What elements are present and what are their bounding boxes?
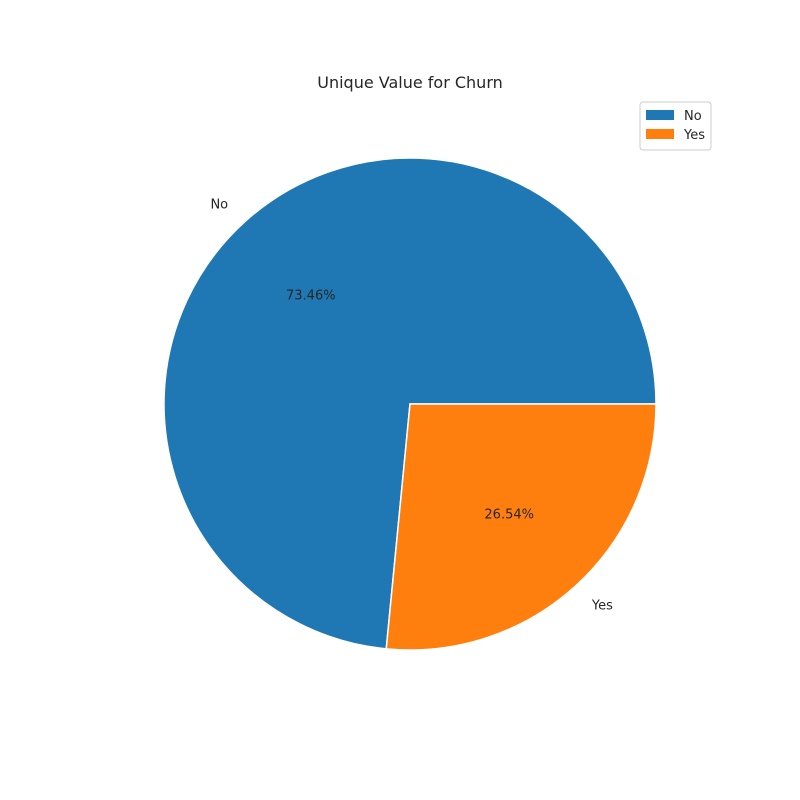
legend-label-no: No (684, 109, 702, 124)
legend-swatch-yes (646, 129, 674, 139)
slice-label-no: No (210, 198, 228, 213)
pie-slice-yes (385, 403, 657, 651)
slice-label-yes: Yes (591, 598, 613, 613)
pie-labels: No 73.46% Yes 26.54% (210, 198, 613, 614)
legend: No Yes (639, 101, 712, 151)
legend-label-yes: Yes (683, 128, 705, 143)
slice-percent-no: 73.46% (286, 289, 336, 304)
legend-swatch-no (646, 110, 674, 120)
slice-percent-yes: 26.54% (484, 507, 534, 522)
chart-title: Unique Value for Churn (317, 73, 503, 92)
pie-slices (163, 157, 657, 651)
